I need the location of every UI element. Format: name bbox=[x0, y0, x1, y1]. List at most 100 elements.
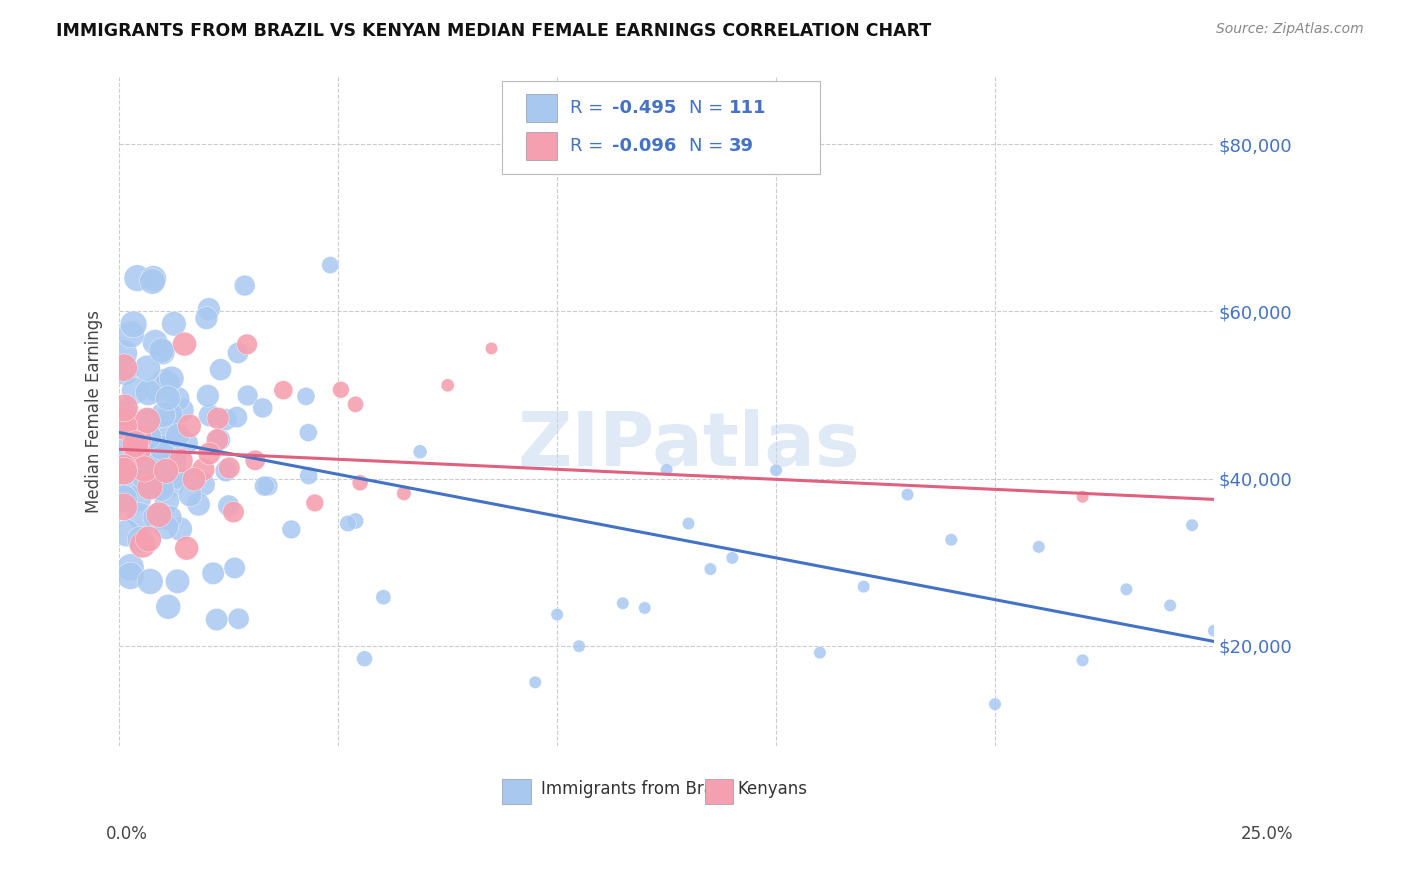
Point bbox=[138, 532, 160, 546]
Point bbox=[198, 446, 221, 460]
Point bbox=[139, 480, 162, 494]
Point bbox=[129, 508, 152, 523]
Point bbox=[159, 408, 181, 422]
Point bbox=[524, 675, 547, 690]
Text: -0.096: -0.096 bbox=[612, 136, 676, 154]
Point bbox=[183, 472, 205, 486]
Point bbox=[207, 433, 229, 447]
Text: -0.495: -0.495 bbox=[612, 99, 676, 117]
Point bbox=[152, 345, 174, 359]
Point bbox=[152, 408, 174, 422]
Point bbox=[180, 471, 202, 485]
Point bbox=[179, 488, 201, 502]
Point bbox=[122, 318, 145, 332]
Point bbox=[280, 523, 302, 537]
FancyBboxPatch shape bbox=[526, 132, 557, 160]
Point bbox=[174, 436, 197, 450]
Point bbox=[226, 346, 249, 360]
Point bbox=[120, 569, 142, 583]
Point bbox=[145, 458, 167, 473]
Point bbox=[392, 486, 415, 500]
Point bbox=[163, 317, 186, 331]
Point bbox=[139, 574, 162, 589]
Point bbox=[295, 389, 318, 403]
Point bbox=[205, 613, 228, 627]
Point bbox=[349, 475, 371, 490]
Text: IMMIGRANTS FROM BRAZIL VS KENYAN MEDIAN FEMALE EARNINGS CORRELATION CHART: IMMIGRANTS FROM BRAZIL VS KENYAN MEDIAN … bbox=[56, 22, 932, 40]
Point bbox=[297, 425, 319, 440]
Point bbox=[143, 335, 166, 350]
Text: N =: N = bbox=[689, 136, 728, 154]
Point bbox=[159, 511, 181, 525]
Text: 39: 39 bbox=[730, 136, 754, 154]
Point bbox=[202, 566, 225, 581]
Point bbox=[765, 463, 787, 477]
Point bbox=[136, 413, 159, 427]
Point bbox=[209, 362, 232, 376]
Point bbox=[112, 360, 135, 375]
Point bbox=[1071, 490, 1094, 504]
Text: R =: R = bbox=[571, 99, 609, 117]
Point bbox=[136, 361, 159, 376]
Point bbox=[138, 385, 160, 400]
Point bbox=[150, 343, 173, 358]
Point bbox=[373, 591, 395, 605]
Point bbox=[170, 403, 193, 417]
Point bbox=[257, 479, 280, 493]
Text: ZIPatlas: ZIPatlas bbox=[517, 409, 860, 482]
Point bbox=[353, 652, 375, 666]
Point bbox=[409, 444, 432, 458]
Point bbox=[1115, 582, 1137, 597]
Point bbox=[156, 376, 179, 391]
Point bbox=[124, 384, 146, 398]
Point bbox=[129, 533, 152, 547]
Point bbox=[436, 378, 458, 392]
Text: Source: ZipAtlas.com: Source: ZipAtlas.com bbox=[1216, 22, 1364, 37]
Point bbox=[156, 391, 179, 405]
Point bbox=[115, 526, 138, 541]
Point bbox=[612, 596, 634, 610]
Point bbox=[198, 409, 221, 423]
Point bbox=[141, 274, 163, 288]
Point bbox=[163, 454, 186, 468]
Point bbox=[207, 411, 229, 425]
Point bbox=[169, 522, 191, 536]
Point bbox=[138, 414, 160, 428]
Point bbox=[481, 342, 503, 356]
Point bbox=[634, 601, 657, 615]
Point bbox=[112, 464, 135, 478]
Point bbox=[142, 271, 165, 285]
Point bbox=[112, 500, 135, 514]
Point bbox=[273, 383, 295, 397]
Point bbox=[225, 410, 247, 425]
Point bbox=[124, 437, 146, 451]
Point bbox=[236, 337, 259, 351]
Point bbox=[546, 607, 568, 622]
Point bbox=[319, 258, 342, 272]
Point bbox=[131, 538, 153, 552]
Point bbox=[852, 580, 875, 594]
Point bbox=[298, 468, 321, 483]
Point bbox=[127, 444, 149, 458]
Point bbox=[112, 414, 135, 428]
Point bbox=[150, 482, 173, 496]
Point bbox=[896, 488, 918, 502]
Point bbox=[1071, 653, 1094, 667]
Point bbox=[721, 550, 744, 565]
Point bbox=[114, 481, 136, 495]
Point bbox=[166, 470, 188, 484]
Point bbox=[166, 392, 188, 406]
Point bbox=[145, 510, 167, 524]
Point bbox=[112, 419, 135, 434]
Point bbox=[162, 478, 184, 492]
Point bbox=[252, 401, 274, 415]
Point bbox=[193, 462, 215, 476]
Point bbox=[157, 420, 180, 434]
Text: 25.0%: 25.0% bbox=[1241, 825, 1294, 843]
Point bbox=[127, 491, 149, 505]
Point bbox=[128, 430, 150, 444]
Point bbox=[148, 508, 170, 522]
Point bbox=[179, 419, 201, 434]
Point bbox=[197, 389, 219, 403]
Point bbox=[160, 371, 183, 385]
